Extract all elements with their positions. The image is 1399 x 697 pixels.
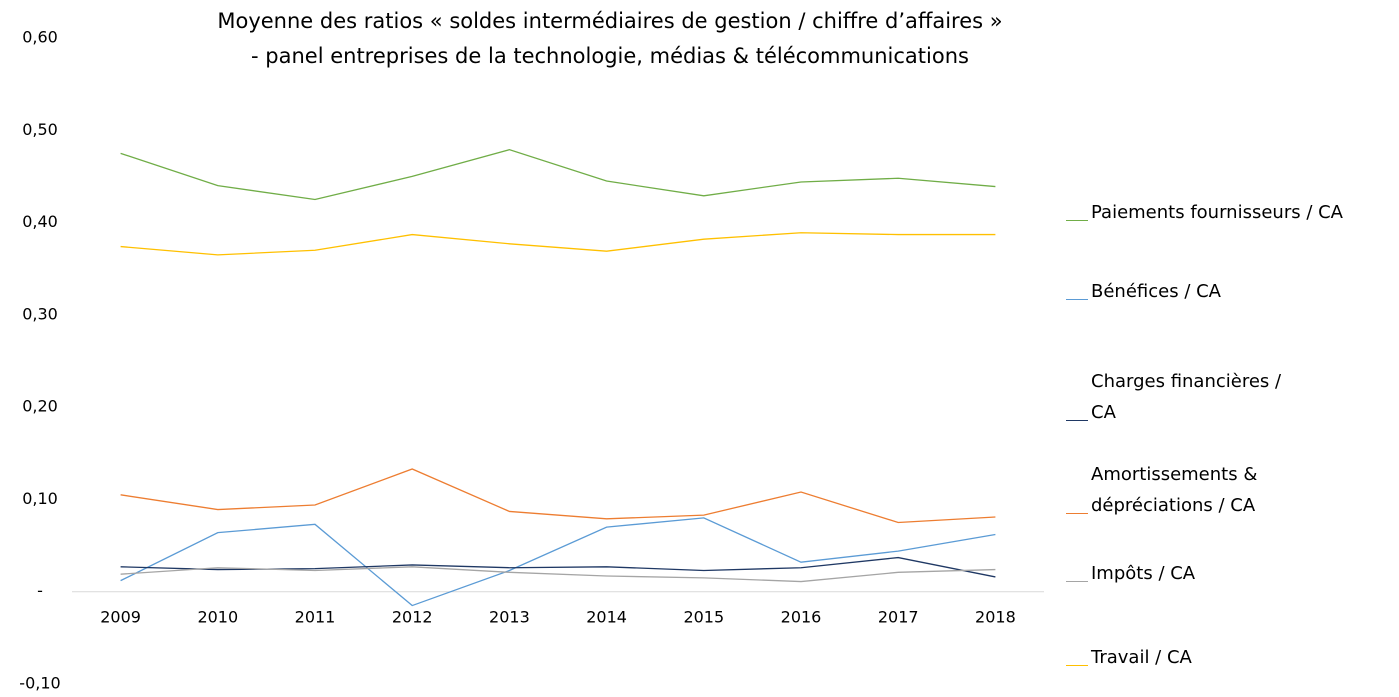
series-line bbox=[120, 232, 996, 256]
series-line bbox=[120, 517, 996, 607]
series-line bbox=[120, 148, 996, 201]
series-line bbox=[120, 566, 996, 583]
y-tick-label: 0,10 bbox=[22, 489, 58, 508]
legend-label: Charges financières / CA bbox=[1091, 371, 1282, 423]
y-tick-label: - bbox=[37, 581, 43, 600]
legend-item: Paiements fournisseurs / CA bbox=[1066, 197, 1391, 228]
x-tick-label: 2010 bbox=[197, 608, 238, 627]
y-tick-label: 0,20 bbox=[22, 397, 58, 416]
x-tick-label: 2012 bbox=[392, 608, 433, 627]
legend-label: Impôts / CA bbox=[1091, 563, 1196, 584]
legend-swatch bbox=[1066, 581, 1088, 582]
legend-label: Bénéfices / CA bbox=[1091, 281, 1221, 302]
y-tick-label: 0,60 bbox=[22, 28, 58, 47]
x-tick-label: 2009 bbox=[100, 608, 141, 627]
series-line bbox=[120, 468, 996, 524]
x-tick-label: 2014 bbox=[586, 608, 627, 627]
legend-item: Travail / CA bbox=[1066, 642, 1291, 673]
y-tick-label: 0,30 bbox=[22, 304, 58, 323]
x-tick-label: 2017 bbox=[878, 608, 919, 627]
chart-title: - panel entreprises de la technologie, m… bbox=[251, 44, 969, 68]
legend-label: Paiements fournisseurs / CA bbox=[1091, 202, 1343, 223]
y-tick-label: 0,50 bbox=[22, 120, 58, 139]
legend-swatch bbox=[1066, 299, 1088, 300]
chart-title: Moyenne des ratios « soldes intermédiair… bbox=[217, 9, 1002, 33]
y-tick-label: 0,40 bbox=[22, 212, 58, 231]
x-tick-label: 2016 bbox=[781, 608, 822, 627]
legend-swatch bbox=[1066, 420, 1088, 421]
y-tick-label: -0,10 bbox=[19, 674, 60, 693]
x-tick-label: 2018 bbox=[975, 608, 1016, 627]
legend-item: Impôts / CA bbox=[1066, 558, 1291, 589]
legend-swatch bbox=[1066, 220, 1088, 221]
legend-swatch bbox=[1066, 665, 1088, 666]
legend-item: Amortissements & dépréciations / CA bbox=[1066, 459, 1291, 521]
x-tick-label: 2015 bbox=[683, 608, 724, 627]
legend-label: Amortissements & dépréciations / CA bbox=[1091, 464, 1258, 516]
legend-item: Charges financières / CA bbox=[1066, 366, 1291, 428]
legend-item: Bénéfices / CA bbox=[1066, 276, 1291, 307]
x-tick-label: 2011 bbox=[295, 608, 336, 627]
x-tick-label: 2013 bbox=[489, 608, 530, 627]
legend-label: Travail / CA bbox=[1091, 647, 1192, 668]
legend-swatch bbox=[1066, 513, 1088, 514]
